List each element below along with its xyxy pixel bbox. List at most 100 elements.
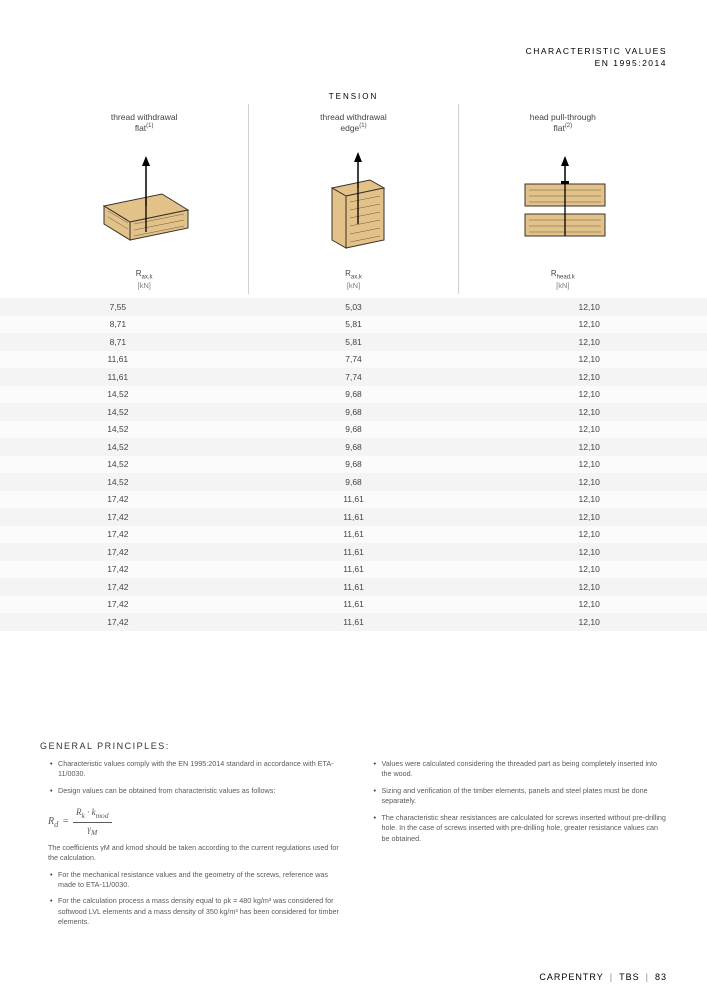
table-cell: 12,10: [471, 442, 707, 452]
table-cell: 17,42: [0, 512, 236, 522]
table-cell: 14,52: [0, 477, 236, 487]
table-cell: 9,68: [236, 407, 472, 417]
general-principles: GENERAL PRINCIPLES: Characteristic value…: [40, 740, 667, 934]
table-cell: 11,61: [236, 547, 472, 557]
table-cell: 11,61: [236, 582, 472, 592]
pl-li3: For the mechanical resistance values and…: [50, 870, 344, 891]
f-k: k: [82, 811, 85, 820]
col-0-sym: Rax,k: [48, 263, 240, 281]
table-row: 14,529,6812,10: [0, 403, 707, 421]
table-row: 11,617,7412,10: [0, 368, 707, 386]
table-row: 17,4211,6112,10: [0, 543, 707, 561]
col-1-sym: Rax,k: [257, 263, 449, 281]
table-cell: 12,10: [471, 407, 707, 417]
table-cell: 11,61: [0, 372, 236, 382]
principles-left: Characteristic values comply with the EN…: [40, 759, 344, 934]
pl-sub: The coefficients γM and kmod should be t…: [40, 843, 344, 864]
table-cell: 12,10: [471, 617, 707, 627]
col-2-sym: Rhead,k: [467, 263, 659, 281]
table-cell: 12,10: [471, 372, 707, 382]
f-d: d: [54, 820, 58, 829]
table-cell: 8,71: [0, 337, 236, 347]
col-2: head pull-through flat(2): [459, 104, 667, 294]
table-cell: 11,61: [236, 529, 472, 539]
header-line1: CHARACTERISTIC VALUES: [526, 46, 667, 58]
table-cell: 11,61: [236, 617, 472, 627]
table-cell: 14,52: [0, 459, 236, 469]
page-footer: CARPENTRY | TBS | 83: [539, 972, 667, 982]
page-header: CHARACTERISTIC VALUES EN 1995:2014: [526, 46, 667, 70]
diagram-flat-svg: [84, 148, 204, 258]
table-cell: 14,52: [0, 442, 236, 452]
col-0-title-l1: thread withdrawal: [111, 112, 178, 122]
table-cell: 17,42: [0, 599, 236, 609]
col-0-title-l2: flat: [135, 123, 146, 133]
table-cell: 12,10: [471, 337, 707, 347]
table-cell: 14,52: [0, 389, 236, 399]
table-cell: 12,10: [471, 459, 707, 469]
table-cell: 11,61: [236, 564, 472, 574]
diagram-head: [467, 143, 659, 263]
footer-c: 83: [655, 972, 667, 982]
footer-sep2: |: [646, 972, 649, 982]
table-cell: 12,10: [471, 564, 707, 574]
principles-columns: Characteristic values comply with the EN…: [40, 759, 667, 934]
pr-li3: The characteristic shear resistances are…: [374, 813, 668, 844]
col-1-title: thread withdrawal edge(1): [257, 104, 449, 143]
col-0-title-sup: (1): [146, 123, 153, 129]
table-cell: 12,10: [471, 582, 707, 592]
col-2-title-l2: flat: [553, 123, 564, 133]
columns: thread withdrawal flat(1): [40, 104, 667, 294]
table-cell: 12,10: [471, 477, 707, 487]
table-row: 14,529,6812,10: [0, 386, 707, 404]
principles-title: GENERAL PRINCIPLES:: [40, 740, 667, 759]
table-row: 14,529,6812,10: [0, 421, 707, 439]
diagram-head-svg: [493, 148, 633, 258]
col-0-unit: [kN]: [48, 281, 240, 294]
table-cell: 17,42: [0, 547, 236, 557]
footer-sep1: |: [610, 972, 613, 982]
table-cell: 9,68: [236, 477, 472, 487]
table-cell: 11,61: [0, 354, 236, 364]
table-row: 17,4211,6112,10: [0, 508, 707, 526]
table-row: 14,529,6812,10: [0, 456, 707, 474]
table-row: 8,715,8112,10: [0, 316, 707, 334]
pl-li2: Design values can be obtained from chara…: [50, 786, 344, 796]
diagram-edge: [257, 143, 449, 263]
header-line2: EN 1995:2014: [526, 58, 667, 70]
table-row: 17,4211,6112,10: [0, 526, 707, 544]
table-cell: 17,42: [0, 529, 236, 539]
f-eq: =: [62, 815, 69, 830]
diagram-edge-svg: [298, 148, 408, 258]
table-row: 14,529,6812,10: [0, 473, 707, 491]
table-cell: 7,74: [236, 354, 472, 364]
table-cell: 17,42: [0, 617, 236, 627]
table-cell: 17,42: [0, 582, 236, 592]
col-2-unit: [kN]: [467, 281, 659, 294]
data-table: 7,555,0312,108,715,8112,108,715,8112,101…: [0, 298, 707, 631]
table-row: 11,617,7412,10: [0, 351, 707, 369]
footer-b: TBS: [619, 972, 640, 982]
col-1-title-l1: thread withdrawal: [320, 112, 387, 122]
col-1-unit: [kN]: [257, 281, 449, 294]
footer-a: CARPENTRY: [539, 972, 603, 982]
table-row: 8,715,8112,10: [0, 333, 707, 351]
col-1: thread withdrawal edge(1): [249, 104, 458, 294]
table-cell: 14,52: [0, 407, 236, 417]
table-cell: 8,71: [0, 319, 236, 329]
table-cell: 17,42: [0, 494, 236, 504]
table-cell: 11,61: [236, 512, 472, 522]
table-cell: 12,10: [471, 354, 707, 364]
table-cell: 9,68: [236, 459, 472, 469]
col-1-title-l2: edge: [340, 123, 359, 133]
table-row: 17,4211,6112,10: [0, 613, 707, 631]
table-cell: 12,10: [471, 512, 707, 522]
table-cell: 12,10: [471, 389, 707, 399]
table-row: 17,4211,6112,10: [0, 491, 707, 509]
table-cell: 12,10: [471, 494, 707, 504]
table-row: 14,529,6812,10: [0, 438, 707, 456]
table-cell: 12,10: [471, 319, 707, 329]
pl-li4: For the calculation process a mass densi…: [50, 896, 344, 927]
principles-right: Values were calculated considering the t…: [364, 759, 668, 934]
sym-sub0: ax,k: [142, 275, 153, 281]
